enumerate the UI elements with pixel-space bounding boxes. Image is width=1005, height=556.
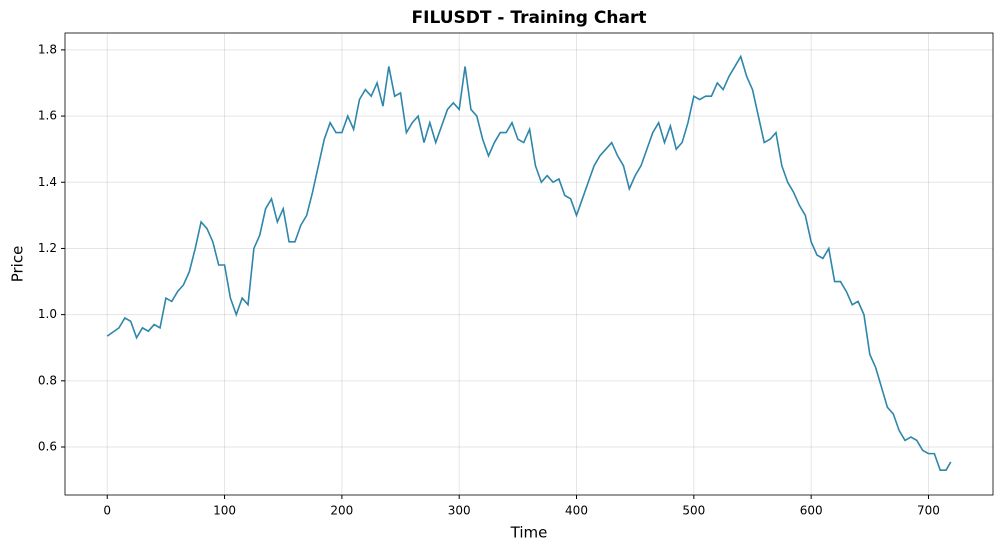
x-tick-label: 400 <box>565 504 588 518</box>
y-tick-label: 1.8 <box>38 42 57 56</box>
y-tick-label: 1.4 <box>38 175 57 189</box>
y-tick-label: 0.8 <box>38 373 57 387</box>
price-line <box>106 54 952 471</box>
x-axis-label: Time <box>510 524 548 542</box>
chart-title: FILUSDT - Training Chart <box>412 8 647 28</box>
x-tick-label: 300 <box>448 504 471 518</box>
plot-frame <box>64 32 994 496</box>
y-axis-label: Price <box>9 246 27 283</box>
x-tick-label: 200 <box>330 504 353 518</box>
y-tick-label: 1.0 <box>38 307 57 321</box>
y-tick-label: 1.2 <box>38 241 57 255</box>
x-tick-label: 0 <box>103 504 111 518</box>
x-tick-label: 600 <box>800 504 823 518</box>
y-tick-label: 0.6 <box>38 440 57 454</box>
y-tick-label: 1.6 <box>38 109 57 123</box>
x-tick-label: 700 <box>917 504 940 518</box>
x-tick-label: 500 <box>682 504 705 518</box>
x-tick-label: 100 <box>213 504 236 518</box>
